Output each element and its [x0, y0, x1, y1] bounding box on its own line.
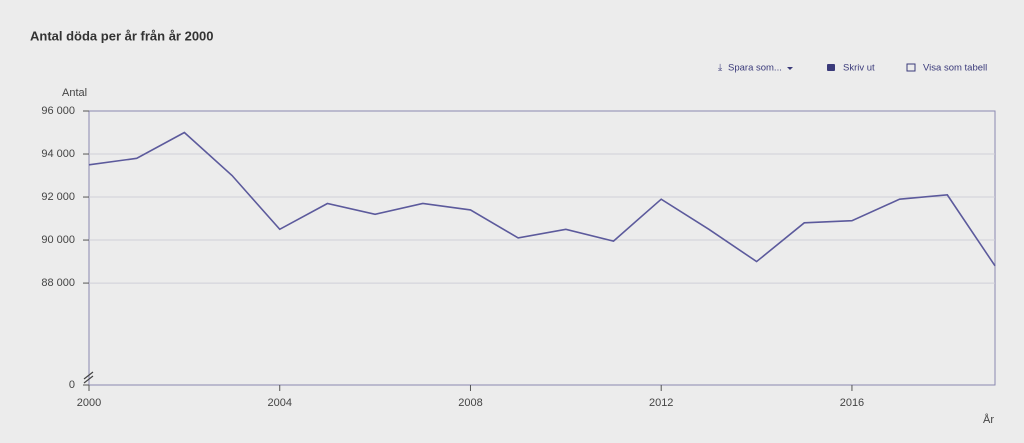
- y-tick-label: 96 000: [41, 105, 75, 117]
- y-axis-label: Antal: [62, 87, 87, 99]
- toolbar: ⤓ Spara som... Skriv ut Visa som tabell: [718, 63, 987, 74]
- axis-break: [83, 371, 94, 384]
- x-tick-label: 2016: [840, 397, 864, 409]
- x-tick-label: 2008: [458, 397, 482, 409]
- chart-title: Antal döda per år från år 2000: [30, 28, 214, 43]
- plot-frame: [88, 110, 996, 386]
- print-icon: [827, 64, 835, 71]
- save-button[interactable]: Spara som...: [728, 63, 782, 74]
- data-line: [88, 131, 996, 267]
- x-tick-label: 2000: [77, 397, 101, 409]
- table-button[interactable]: Visa som tabell: [923, 63, 987, 74]
- print-button[interactable]: Skriv ut: [843, 63, 875, 74]
- y-tick-label: 88 000: [41, 277, 75, 289]
- x-axis-label: År: [983, 413, 994, 426]
- y-tick-label: 94 000: [41, 148, 75, 160]
- table-icon: [906, 63, 916, 72]
- download-icon: ⤓: [718, 63, 723, 74]
- y-tick-label: 90 000: [41, 234, 75, 246]
- x-tick-label: 2012: [649, 397, 673, 409]
- y-tick-label: 0: [69, 379, 75, 391]
- dropdown-arrow: [787, 67, 793, 70]
- x-tick-label: 2004: [267, 397, 291, 409]
- y-tick-label: 92 000: [41, 191, 75, 203]
